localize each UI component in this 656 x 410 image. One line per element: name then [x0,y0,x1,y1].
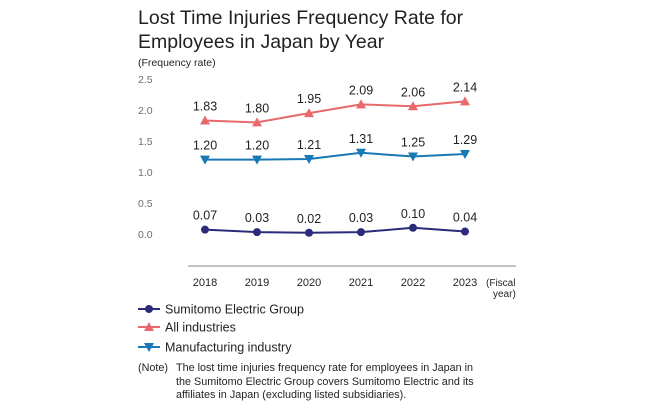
data-point [460,150,470,160]
data-label: 0.03 [245,211,269,225]
data-point [461,227,469,236]
data-label: 1.20 [193,139,217,153]
series-line-2 [205,151,466,161]
data-point [357,228,365,237]
data-point [200,115,210,125]
chart-title: Lost Time Injuries Frequency Rate for Em… [138,6,463,54]
y-axis-label: (Frequency rate) [138,57,216,69]
data-label: 2.09 [349,83,373,97]
series-line-1 [204,100,466,124]
x-tick-label: 2018 [193,277,217,289]
data-point [356,99,366,109]
legend-marker-2 [144,343,154,352]
note-tag: (Note) [138,362,168,374]
x-tick-label: 2021 [349,277,373,289]
series-line-0 [204,226,466,234]
y-tick-label: 2.5 [138,74,153,86]
data-point [253,228,261,237]
legend-label-1: All industries [165,321,236,335]
x-tick-label: 2023 [453,277,477,289]
legend-label-0: Sumitomo Electric Group [165,303,304,317]
data-label: 0.07 [193,209,217,223]
legend-marker-1 [144,322,154,331]
data-label: 1.20 [245,139,269,153]
data-label: 1.21 [297,138,321,152]
y-tick-label: 1.5 [138,136,153,148]
x-tick-label: 2019 [245,277,269,289]
data-label: 0.02 [297,212,321,226]
data-point [460,96,470,106]
data-point [408,101,418,111]
data-label: 1.29 [453,133,477,147]
data-point [200,155,210,165]
data-label: 1.25 [401,136,425,150]
data-label: 0.03 [349,211,373,225]
note-line-3: affiliates in Japan (excluding listed su… [176,389,407,402]
y-tick-label: 1.0 [138,167,153,179]
note-line-1: The lost time injuries frequency rate fo… [176,362,474,374]
data-label: 1.83 [193,100,217,114]
chart-note: (Note) The lost time injuries frequency … [138,362,474,403]
data-label: 1.95 [297,92,321,106]
data-point [304,108,314,118]
data-label: 1.31 [349,132,373,146]
data-point [409,223,417,232]
data-label: 2.06 [401,85,425,99]
y-tick-label: 2.0 [138,105,153,117]
chart-title-line-2: Employees in Japan by Year [138,31,385,53]
data-label: 0.10 [401,207,425,221]
data-point [252,155,262,165]
legend-label-2: Manufacturing industry [165,341,292,355]
data-label: 2.14 [453,80,477,94]
x-tick-label: 2022 [401,277,425,289]
data-point [201,225,209,234]
x-axis-label-line-2: year) [493,289,516,300]
data-point [305,228,313,237]
x-tick-label: 2020 [297,277,321,289]
chart-title-line-1: Lost Time Injuries Frequency Rate for [138,7,464,29]
data-point [356,148,366,158]
y-tick-label: 0.5 [138,198,153,210]
data-point [252,117,262,127]
data-point [304,154,314,164]
data-label: 0.04 [453,211,477,225]
y-tick-label: 0.0 [138,229,153,241]
legend-marker-0 [145,305,153,313]
data-point [408,152,418,162]
x-axis-label-line-1: (Fiscal [486,278,515,289]
data-label: 1.80 [245,101,269,115]
note-line-2: the Sumitomo Electric Group covers Sumit… [176,375,474,388]
